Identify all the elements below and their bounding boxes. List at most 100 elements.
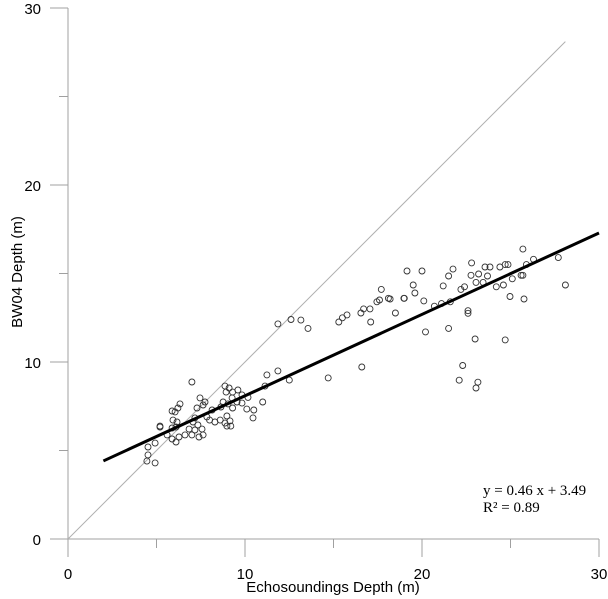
data-point: [376, 296, 383, 304]
data-point: [439, 282, 447, 290]
data-point: [377, 285, 385, 293]
data-point: [143, 457, 151, 465]
data-point: [174, 404, 182, 412]
data-point: [358, 363, 366, 371]
x-ticks: 0 10 20 30: [64, 539, 608, 583]
data-point: [297, 316, 305, 324]
data-point: [144, 443, 152, 451]
data-point: [169, 416, 177, 424]
data-point: [225, 384, 233, 392]
data-point: [287, 316, 295, 323]
data-point: [172, 438, 180, 446]
x-axis-title: Echosoundings Depth (m): [246, 579, 419, 596]
axes: 0 10 20 30 0 10 20 30: [24, 1, 607, 583]
data-point: [501, 261, 509, 269]
data-point: [229, 404, 237, 412]
data-point: [304, 324, 312, 332]
data-point: [263, 371, 271, 379]
data-point: [459, 362, 467, 369]
data-point: [418, 267, 426, 275]
data-point: [193, 404, 201, 412]
y-tick-label: 10: [24, 355, 41, 372]
y-tick-label: 30: [24, 1, 41, 18]
data-point: [501, 336, 509, 344]
data-points: [143, 245, 569, 467]
data-point: [475, 270, 483, 278]
data-point: [227, 422, 235, 430]
data-point: [194, 421, 202, 429]
data-point: [411, 289, 419, 297]
data-point: [367, 318, 375, 326]
data-point: [144, 451, 152, 459]
data-point: [181, 431, 189, 439]
r-squared: R² = 0.89: [483, 500, 540, 516]
data-point: [445, 272, 453, 280]
data-point: [504, 261, 512, 269]
x-tick-label: 10: [237, 566, 254, 583]
data-point: [472, 384, 480, 392]
data-point: [324, 374, 332, 382]
data-point: [173, 418, 181, 426]
data-point: [561, 281, 569, 289]
data-point: [449, 265, 457, 273]
data-point: [420, 297, 428, 305]
data-point: [386, 295, 394, 303]
data-point: [484, 272, 491, 280]
data-point: [151, 439, 159, 447]
y-tick-label: 20: [24, 178, 41, 195]
data-point: [250, 406, 258, 414]
data-point: [168, 407, 176, 415]
data-point: [249, 414, 257, 422]
x-tick-label: 30: [591, 566, 608, 583]
data-point: [472, 278, 480, 286]
data-point: [366, 305, 374, 313]
data-point: [492, 283, 500, 291]
data-point: [185, 425, 193, 433]
data-point: [461, 283, 468, 291]
data-point: [274, 367, 282, 375]
data-point: [285, 376, 293, 384]
data-point: [468, 259, 476, 267]
data-point: [274, 320, 282, 328]
data-point: [259, 398, 267, 406]
data-point: [216, 416, 224, 424]
data-point: [176, 400, 184, 408]
data-point: [464, 309, 472, 317]
data-point: [499, 281, 507, 289]
regression-equation: y = 0.46 x + 3.49: [483, 483, 586, 499]
data-point: [198, 425, 206, 433]
data-point: [520, 295, 528, 303]
data-point: [403, 267, 411, 275]
data-point: [486, 263, 494, 271]
data-point: [221, 382, 229, 390]
data-point: [223, 412, 231, 420]
data-point: [226, 417, 234, 425]
data-point: [222, 388, 230, 396]
data-point: [335, 318, 343, 326]
data-point: [481, 263, 489, 271]
data-point: [474, 378, 482, 386]
data-point: [471, 335, 479, 343]
data-point: [519, 271, 527, 279]
y-axis-title: BW04 Depth (m): [9, 216, 26, 328]
x-tick-label: 0: [64, 566, 72, 583]
data-point: [391, 309, 399, 317]
data-point: [188, 378, 196, 386]
data-point: [243, 405, 251, 413]
data-point: [343, 311, 351, 319]
y-ticks: 0 10 20 30: [24, 1, 68, 549]
regression-line: [102, 231, 600, 463]
data-point: [188, 431, 196, 439]
data-point: [467, 271, 475, 279]
data-point: [464, 307, 472, 315]
x-tick-label: 20: [414, 566, 431, 583]
data-point: [238, 399, 246, 407]
y-tick-label: 0: [33, 532, 41, 549]
data-point: [400, 294, 408, 302]
data-point: [455, 376, 463, 384]
data-point: [156, 422, 164, 430]
data-point: [519, 245, 527, 253]
data-point: [191, 426, 199, 434]
data-point: [195, 433, 203, 441]
